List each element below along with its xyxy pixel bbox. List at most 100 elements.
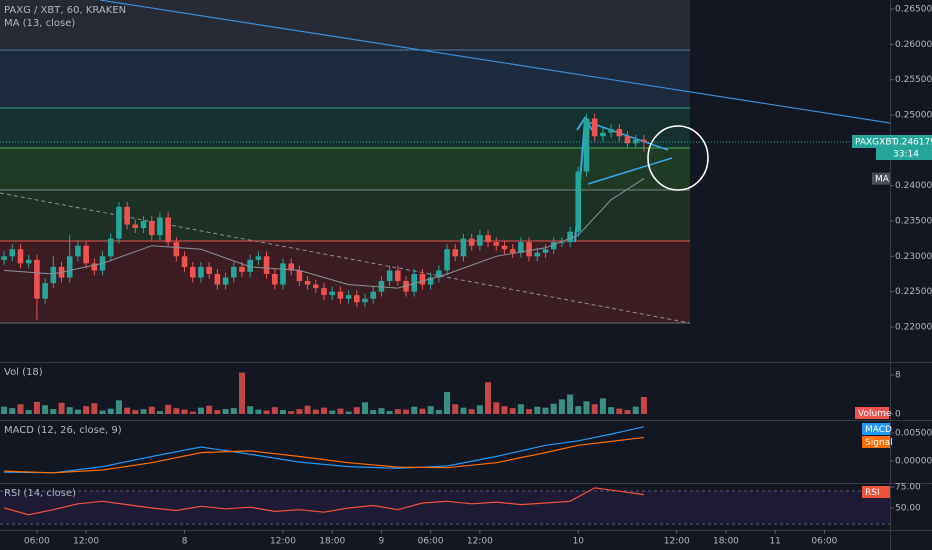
volume-bar — [189, 411, 196, 415]
candle-body — [83, 245, 89, 264]
candle-body — [518, 242, 524, 253]
volume-bar — [337, 408, 344, 415]
volume-bar — [238, 372, 245, 415]
volume-bar — [624, 410, 631, 415]
candle-body — [296, 270, 303, 282]
candle-body — [403, 281, 409, 292]
volume-bar — [616, 408, 623, 415]
volume-bar — [468, 409, 475, 415]
volume-bar — [107, 408, 114, 415]
candle-body — [550, 242, 557, 250]
candle-body — [493, 242, 500, 246]
candle-body — [17, 249, 24, 264]
candle-body — [591, 118, 598, 137]
candle-body — [624, 136, 631, 144]
candle-body — [66, 256, 73, 278]
volume-bar — [403, 409, 410, 415]
candle-body — [501, 245, 508, 250]
candle-body — [140, 220, 147, 229]
candle-body — [206, 266, 212, 274]
volume-bar — [362, 402, 369, 415]
volume-bar — [279, 410, 286, 415]
candle-body — [50, 266, 57, 284]
volume-bar — [427, 406, 434, 415]
volume-bar — [370, 410, 377, 415]
candle-body — [173, 242, 180, 257]
volume-bar — [50, 409, 57, 415]
volume-bar — [608, 407, 615, 415]
volume-bar — [517, 404, 524, 415]
volume-bar — [255, 409, 262, 415]
x-tick-label: 10 — [573, 537, 585, 547]
candle-body — [198, 266, 204, 278]
candle-body — [632, 139, 639, 144]
volume-bar — [66, 407, 73, 415]
candle-body — [559, 242, 565, 244]
x-tick-label: 06:00 — [418, 537, 444, 547]
candle-body — [345, 295, 352, 299]
candle-body — [263, 256, 270, 274]
candle-body — [321, 288, 327, 296]
trend-line-dashed — [0, 192, 691, 324]
volume-bar — [567, 394, 574, 415]
fib-zone — [0, 190, 690, 241]
candle-body — [255, 256, 262, 260]
indicator-legend: MA (13, close) — [4, 18, 75, 29]
series-label-box — [862, 436, 890, 448]
y-tick-label: 0.220000 — [895, 322, 932, 332]
candle-body — [288, 263, 294, 271]
volume-bar — [353, 407, 360, 415]
volume-bar — [173, 408, 180, 415]
volume-bar — [444, 392, 451, 415]
volume-bar — [394, 409, 401, 415]
candle-body — [337, 291, 344, 299]
volume-bar — [312, 409, 319, 415]
series-label-box — [862, 423, 890, 435]
trend-line — [99, 0, 891, 124]
volume-bar — [435, 410, 442, 415]
candle-body — [436, 270, 442, 278]
volume-bar — [460, 407, 467, 415]
volume-bar — [550, 403, 557, 415]
countdown: 33:14 — [893, 150, 919, 160]
ma-label: MA — [875, 175, 890, 185]
symbol-label: PAXGXBT — [855, 138, 897, 148]
candle-body — [485, 235, 491, 243]
candle-body — [411, 273, 418, 292]
candle-body — [534, 252, 541, 257]
volume-bar — [197, 407, 204, 415]
candle-body — [25, 259, 32, 264]
candle-body — [600, 132, 606, 137]
candle-body — [509, 249, 516, 253]
candle-body — [271, 273, 278, 285]
x-tick-label: 12:00 — [73, 537, 99, 547]
series-label: Signal — [865, 438, 893, 448]
x-tick-label: 12:00 — [664, 537, 690, 547]
volume-bar — [493, 402, 500, 415]
price-label-box — [852, 135, 932, 149]
y-tick-label: 0 — [895, 410, 901, 420]
fib-zone — [0, 148, 690, 190]
volume-bar — [83, 406, 90, 415]
volume-bar — [9, 408, 16, 415]
volume-bar — [304, 405, 311, 415]
volume-bar — [583, 401, 590, 415]
candle-body — [608, 129, 614, 133]
candle-body — [419, 273, 426, 285]
candle-body — [181, 256, 188, 267]
candle-body — [75, 245, 81, 257]
volume-bar — [501, 406, 508, 415]
x-tick-label: 06:00 — [811, 537, 837, 547]
candle-body — [460, 238, 467, 257]
rsi-band — [0, 491, 890, 524]
volume-bar — [148, 406, 155, 415]
volume-bar — [378, 408, 385, 415]
volume-bar — [542, 407, 549, 415]
volume-bar — [25, 410, 32, 415]
